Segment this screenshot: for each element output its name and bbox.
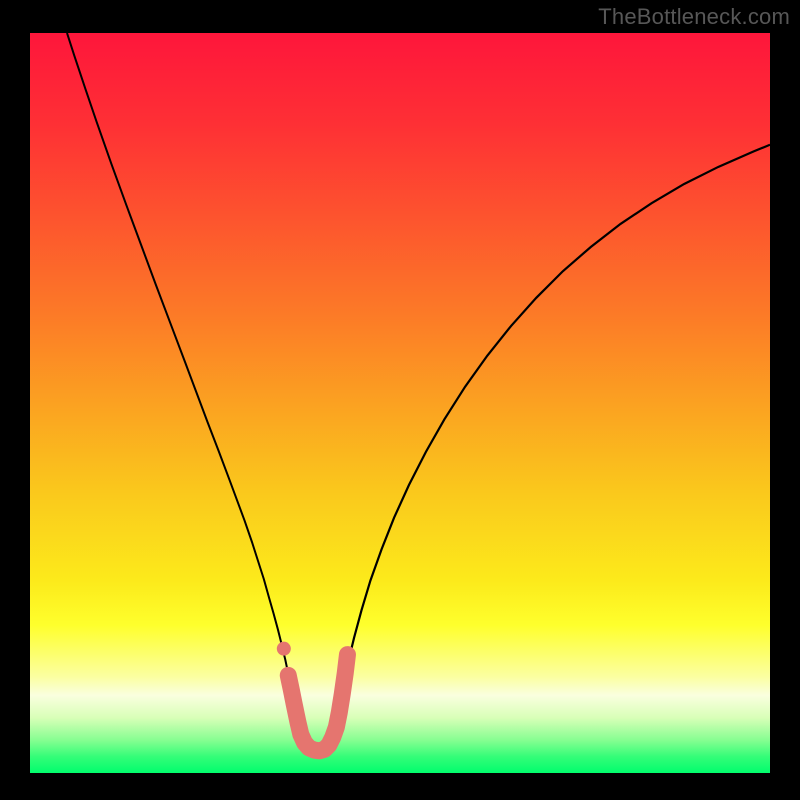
root-container: TheBottleneck.com <box>0 0 800 800</box>
plot-svg <box>0 0 800 800</box>
plot-panel <box>30 33 770 773</box>
highlight-dot <box>277 642 291 656</box>
watermark-text: TheBottleneck.com <box>598 4 790 30</box>
